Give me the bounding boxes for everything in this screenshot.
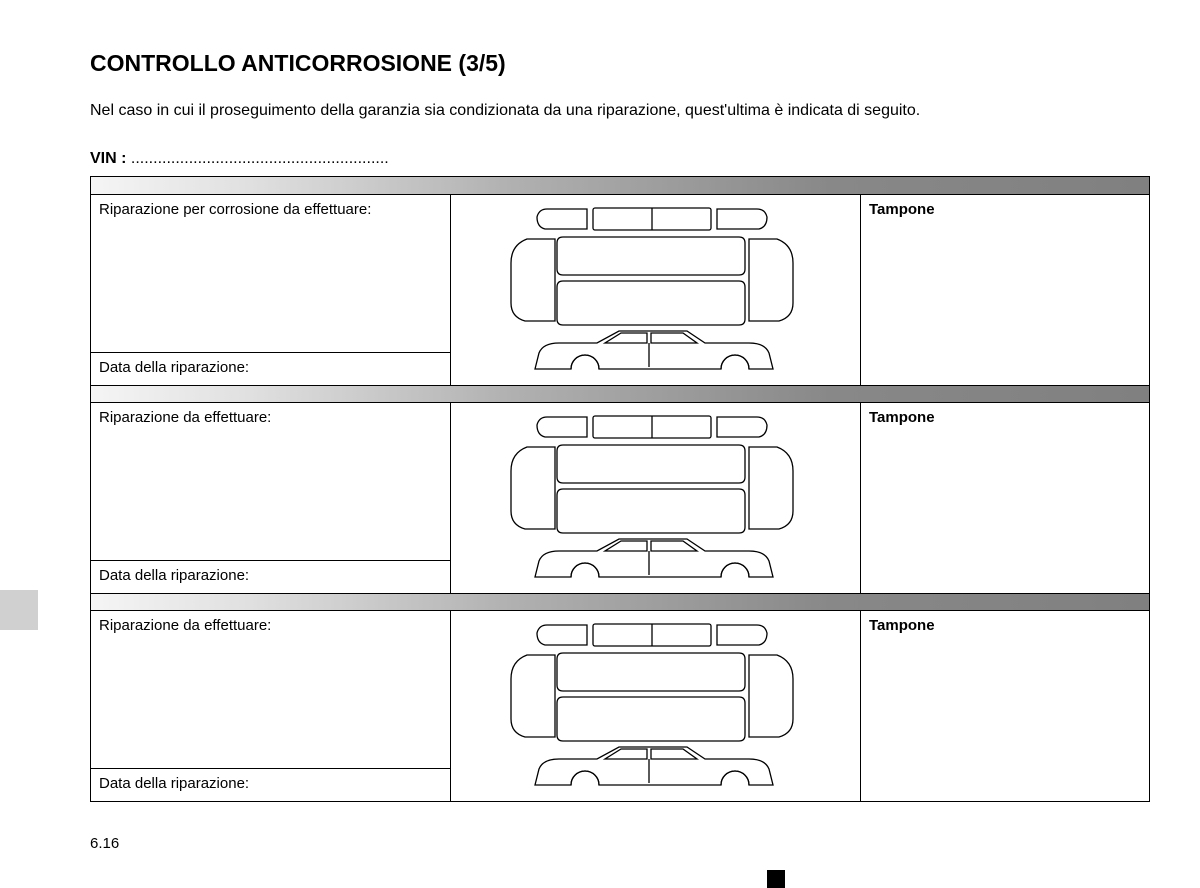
- repair-label: Riparazione da effettuare:: [91, 403, 450, 561]
- stamp-cell: Tampone: [861, 195, 1149, 385]
- date-label: Data della riparazione:: [91, 769, 450, 801]
- page-title: CONTROLLO ANTICORROSIONE (3/5): [90, 50, 1150, 77]
- diagram-cell: [451, 611, 861, 801]
- left-column: Riparazione per corrosione da effettuare…: [91, 195, 451, 385]
- vin-dots: ........................................…: [126, 150, 388, 167]
- gradient-bar: [91, 385, 1149, 403]
- car-body-diagram-icon: [481, 203, 831, 378]
- car-body-diagram-icon: [481, 619, 831, 794]
- vin-field: VIN : ..................................…: [90, 150, 1150, 168]
- record-row: Riparazione da effettuare: Data della ri…: [91, 403, 1149, 593]
- crop-mark-icon: [767, 870, 785, 888]
- records-table: Riparazione per corrosione da effettuare…: [90, 176, 1150, 802]
- document-page: CONTROLLO ANTICORROSIONE (3/5) Nel caso …: [0, 0, 1200, 888]
- diagram-cell: [451, 403, 861, 593]
- car-body-diagram-icon: [481, 411, 831, 586]
- vin-label: VIN :: [90, 150, 126, 167]
- repair-label: Riparazione per corrosione da effettuare…: [91, 195, 450, 353]
- repair-label: Riparazione da effettuare:: [91, 611, 450, 769]
- diagram-cell: [451, 195, 861, 385]
- intro-text: Nel caso in cui il proseguimento della g…: [90, 102, 1150, 120]
- record-row: Riparazione da effettuare: Data della ri…: [91, 611, 1149, 801]
- gradient-bar: [91, 177, 1149, 195]
- gradient-bar: [91, 593, 1149, 611]
- date-label: Data della riparazione:: [91, 561, 450, 593]
- date-label: Data della riparazione:: [91, 353, 450, 385]
- stamp-cell: Tampone: [861, 403, 1149, 593]
- page-number: 6.16: [90, 835, 119, 852]
- left-column: Riparazione da effettuare: Data della ri…: [91, 403, 451, 593]
- stamp-cell: Tampone: [861, 611, 1149, 801]
- record-row: Riparazione per corrosione da effettuare…: [91, 195, 1149, 385]
- left-column: Riparazione da effettuare: Data della ri…: [91, 611, 451, 801]
